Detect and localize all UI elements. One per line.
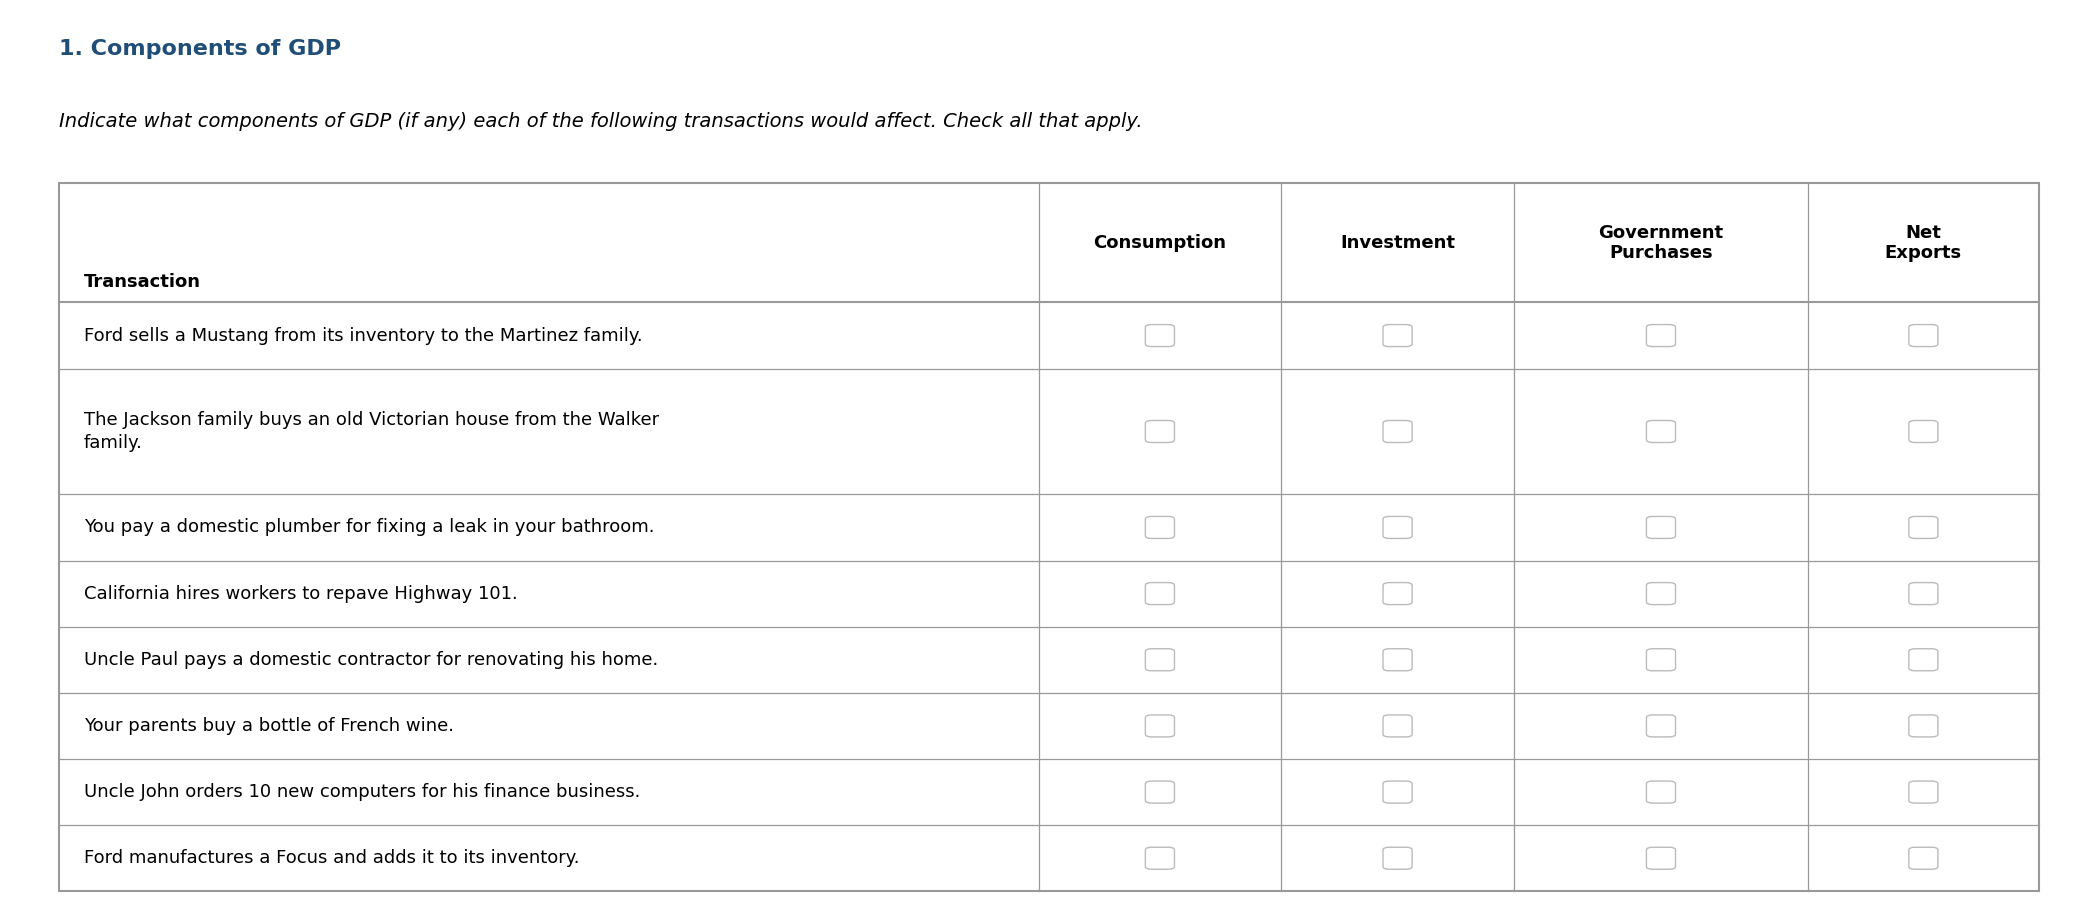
FancyBboxPatch shape: [1146, 847, 1175, 869]
FancyBboxPatch shape: [1909, 781, 1939, 803]
Text: California hires workers to repave Highway 101.: California hires workers to repave Highw…: [84, 585, 518, 602]
FancyBboxPatch shape: [1383, 325, 1412, 347]
Text: Ford sells a Mustang from its inventory to the Martinez family.: Ford sells a Mustang from its inventory …: [84, 326, 642, 345]
FancyBboxPatch shape: [1383, 715, 1412, 737]
FancyBboxPatch shape: [1146, 648, 1175, 670]
FancyBboxPatch shape: [1909, 421, 1939, 443]
FancyBboxPatch shape: [1647, 715, 1676, 737]
FancyBboxPatch shape: [1146, 325, 1175, 347]
Text: Uncle John orders 10 new computers for his finance business.: Uncle John orders 10 new computers for h…: [84, 783, 640, 801]
FancyBboxPatch shape: [1146, 516, 1175, 538]
FancyBboxPatch shape: [1383, 847, 1412, 869]
Text: Transaction: Transaction: [84, 272, 201, 291]
FancyBboxPatch shape: [1383, 421, 1412, 443]
FancyBboxPatch shape: [1647, 516, 1676, 538]
Text: Net
Exports: Net Exports: [1884, 224, 1962, 262]
Text: Indicate what components of GDP (if any) each of the following transactions woul: Indicate what components of GDP (if any)…: [59, 112, 1143, 131]
Bar: [59, 183, 2039, 891]
FancyBboxPatch shape: [1909, 648, 1939, 670]
Text: Investment: Investment: [1341, 234, 1456, 252]
FancyBboxPatch shape: [1909, 325, 1939, 347]
FancyBboxPatch shape: [1647, 781, 1676, 803]
Text: Ford manufactures a Focus and adds it to its inventory.: Ford manufactures a Focus and adds it to…: [84, 849, 579, 867]
FancyBboxPatch shape: [1909, 516, 1939, 538]
Text: Government
Purchases: Government Purchases: [1599, 224, 1725, 262]
FancyBboxPatch shape: [1383, 516, 1412, 538]
FancyBboxPatch shape: [1383, 582, 1412, 604]
Text: You pay a domestic plumber for fixing a leak in your bathroom.: You pay a domestic plumber for fixing a …: [84, 518, 655, 536]
FancyBboxPatch shape: [1383, 648, 1412, 670]
Text: 1. Components of GDP: 1. Components of GDP: [59, 39, 340, 59]
Text: Consumption: Consumption: [1093, 234, 1227, 252]
FancyBboxPatch shape: [1146, 715, 1175, 737]
Text: Uncle Paul pays a domestic contractor for renovating his home.: Uncle Paul pays a domestic contractor fo…: [84, 651, 659, 668]
FancyBboxPatch shape: [1647, 421, 1676, 443]
FancyBboxPatch shape: [1647, 325, 1676, 347]
FancyBboxPatch shape: [1383, 781, 1412, 803]
FancyBboxPatch shape: [1647, 847, 1676, 869]
Text: Your parents buy a bottle of French wine.: Your parents buy a bottle of French wine…: [84, 717, 453, 735]
FancyBboxPatch shape: [1647, 648, 1676, 670]
FancyBboxPatch shape: [1909, 847, 1939, 869]
FancyBboxPatch shape: [1146, 781, 1175, 803]
FancyBboxPatch shape: [1146, 582, 1175, 604]
FancyBboxPatch shape: [1909, 715, 1939, 737]
FancyBboxPatch shape: [1909, 582, 1939, 604]
FancyBboxPatch shape: [1647, 582, 1676, 604]
Text: The Jackson family buys an old Victorian house from the Walker
family.: The Jackson family buys an old Victorian…: [84, 411, 659, 452]
FancyBboxPatch shape: [1146, 421, 1175, 443]
